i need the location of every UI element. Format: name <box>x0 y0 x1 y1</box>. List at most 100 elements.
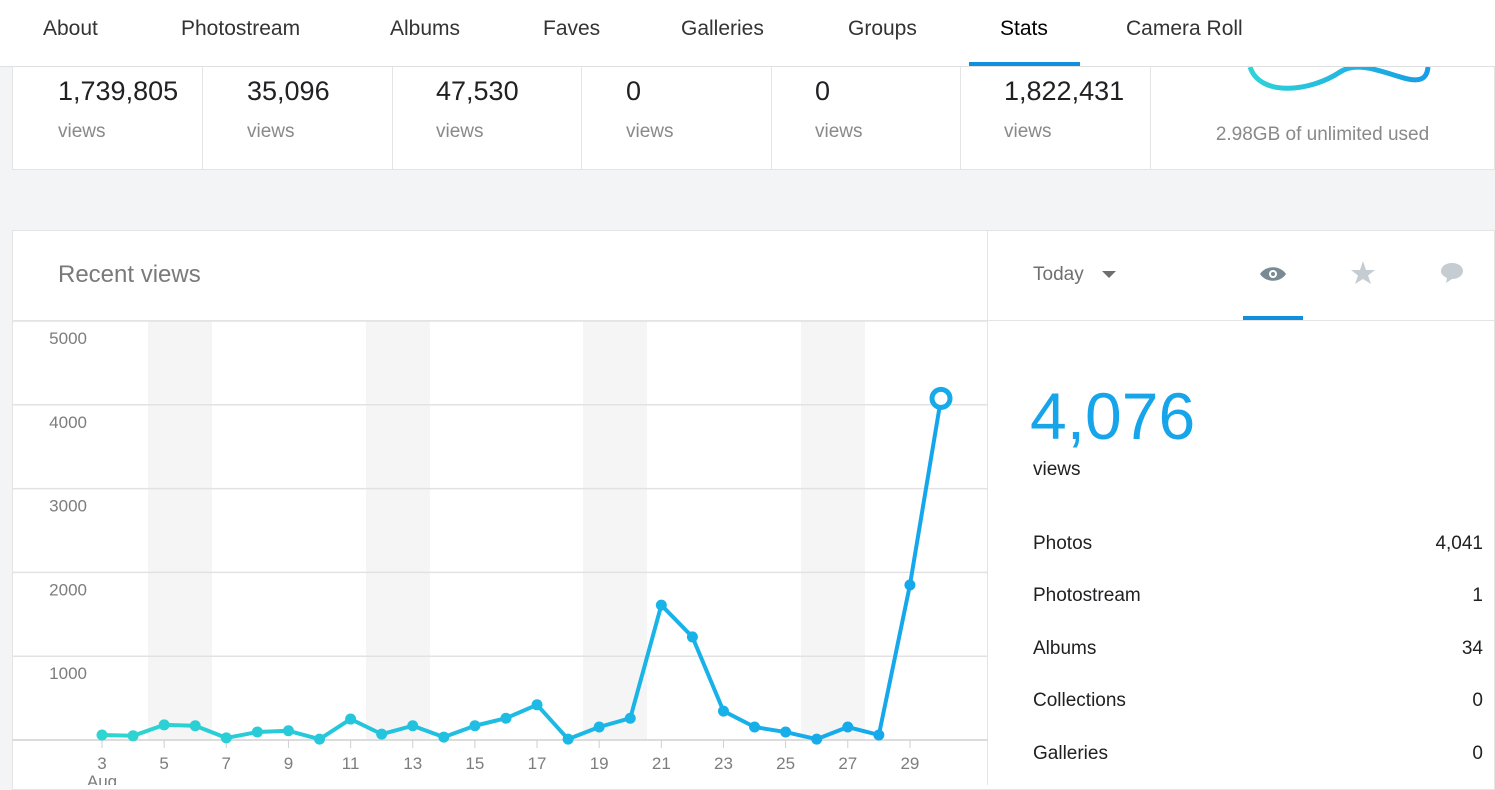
point <box>624 712 636 724</box>
x-tick-label: 15 <box>465 754 484 773</box>
point <box>407 720 419 732</box>
x-tick-label: 23 <box>714 754 733 773</box>
weekend-band <box>583 321 647 740</box>
row-value: 0 <box>1472 690 1483 711</box>
summary-unit: views <box>436 121 484 142</box>
point <box>438 731 450 743</box>
point <box>655 599 667 611</box>
point <box>593 721 605 733</box>
x-tick-label: 7 <box>222 754 231 773</box>
row-label: Collections <box>1033 690 1126 711</box>
weekend-band <box>366 321 430 740</box>
point <box>469 720 481 732</box>
summary-value: 35,096 <box>247 76 330 106</box>
point <box>873 729 885 741</box>
summary-value: 0 <box>626 76 642 106</box>
point <box>376 728 388 740</box>
storage-text: 2.98GB of unlimited used <box>1215 124 1430 145</box>
x-tick-label: 17 <box>528 754 547 773</box>
point <box>96 729 108 741</box>
x-tick-label: 5 <box>159 754 168 773</box>
nav-tab[interactable]: Faves <box>543 17 601 40</box>
x-tick-label: 9 <box>284 754 293 773</box>
x-tick-label: 3 <box>97 754 106 773</box>
point <box>531 699 543 711</box>
row-label: Photostream <box>1033 585 1141 606</box>
infinity-icon <box>1247 67 1431 91</box>
x-tick-label: 21 <box>652 754 671 773</box>
dropdown-caret[interactable] <box>1100 268 1120 282</box>
nav-bar: About Photostream Albums Faves Galleries… <box>0 0 1495 67</box>
point <box>686 631 698 643</box>
point <box>842 721 854 733</box>
summary-value: 1,739,805 <box>58 76 179 106</box>
divider <box>581 67 582 170</box>
stats-card <box>12 230 1495 790</box>
divider <box>960 67 961 170</box>
point <box>562 733 574 745</box>
point <box>282 725 294 737</box>
chart-title: Recent views <box>58 261 201 288</box>
point <box>780 726 792 738</box>
point <box>189 720 201 732</box>
x-month-label: Aug <box>87 772 117 785</box>
nav-tab[interactable]: Photostream <box>181 17 301 40</box>
row-label: Galleries <box>1033 743 1108 764</box>
point <box>717 705 729 717</box>
y-tick-label: 4000 <box>49 413 87 432</box>
divider <box>202 67 203 170</box>
x-tick-label: 29 <box>900 754 919 773</box>
total-unit: views <box>1033 459 1081 480</box>
summary-value: 0 <box>815 76 831 106</box>
divider <box>392 67 393 170</box>
divider <box>987 230 988 785</box>
point <box>500 712 512 724</box>
nav-tab[interactable]: Galleries <box>681 17 764 40</box>
summary-strip <box>12 67 1495 170</box>
point <box>127 730 139 742</box>
summary-unit: views <box>247 121 295 142</box>
row-label: Albums <box>1033 638 1097 659</box>
summary-unit: views <box>626 121 674 142</box>
total-views: 4,076 <box>1030 379 1196 453</box>
point <box>749 721 761 733</box>
comments-icon[interactable] <box>1440 261 1466 285</box>
x-tick-label: 19 <box>590 754 609 773</box>
nav-tab[interactable]: Camera Roll <box>1126 17 1243 40</box>
views-icon[interactable] <box>1258 262 1288 286</box>
divider <box>1150 67 1151 170</box>
chart: 1000 2000 3000 4000 5000 3 5 7 9 11 13 15 17 19 21 23 25… <box>12 321 988 785</box>
line <box>101 398 943 742</box>
y-tick-label: 5000 <box>49 329 87 348</box>
active-underline <box>969 62 1080 66</box>
summary-unit: views <box>58 121 106 142</box>
row-label: Photos <box>1033 533 1093 554</box>
row-value: 4,041 <box>1435 533 1483 554</box>
x-tick-label: 25 <box>776 754 795 773</box>
y-tick-label: 2000 <box>49 580 87 599</box>
faves-icon[interactable] <box>1350 260 1376 286</box>
point <box>904 579 916 591</box>
nav-tab[interactable]: Albums <box>390 17 461 40</box>
summary-value: 1,822,431 <box>1004 76 1125 106</box>
point <box>220 732 232 744</box>
row-value: 34 <box>1461 638 1483 659</box>
point <box>251 726 263 738</box>
period-select[interactable]: Today <box>1033 264 1084 285</box>
row-value: 1 <box>1472 585 1483 606</box>
divider <box>771 67 772 170</box>
point <box>158 719 170 731</box>
nav-tab-active[interactable]: Stats <box>1000 17 1048 40</box>
summary-unit: views <box>1004 121 1052 142</box>
nav-tab[interactable]: About <box>43 17 98 40</box>
nav-tab[interactable]: Groups <box>848 17 917 40</box>
point <box>314 733 326 745</box>
summary-unit: views <box>815 121 863 142</box>
y-tick-label: 3000 <box>49 497 87 516</box>
point <box>345 713 357 725</box>
x-tick-label: 11 <box>342 754 360 773</box>
weekend-band <box>148 321 212 740</box>
weekend-band <box>801 321 865 740</box>
active-underline <box>1243 316 1303 320</box>
